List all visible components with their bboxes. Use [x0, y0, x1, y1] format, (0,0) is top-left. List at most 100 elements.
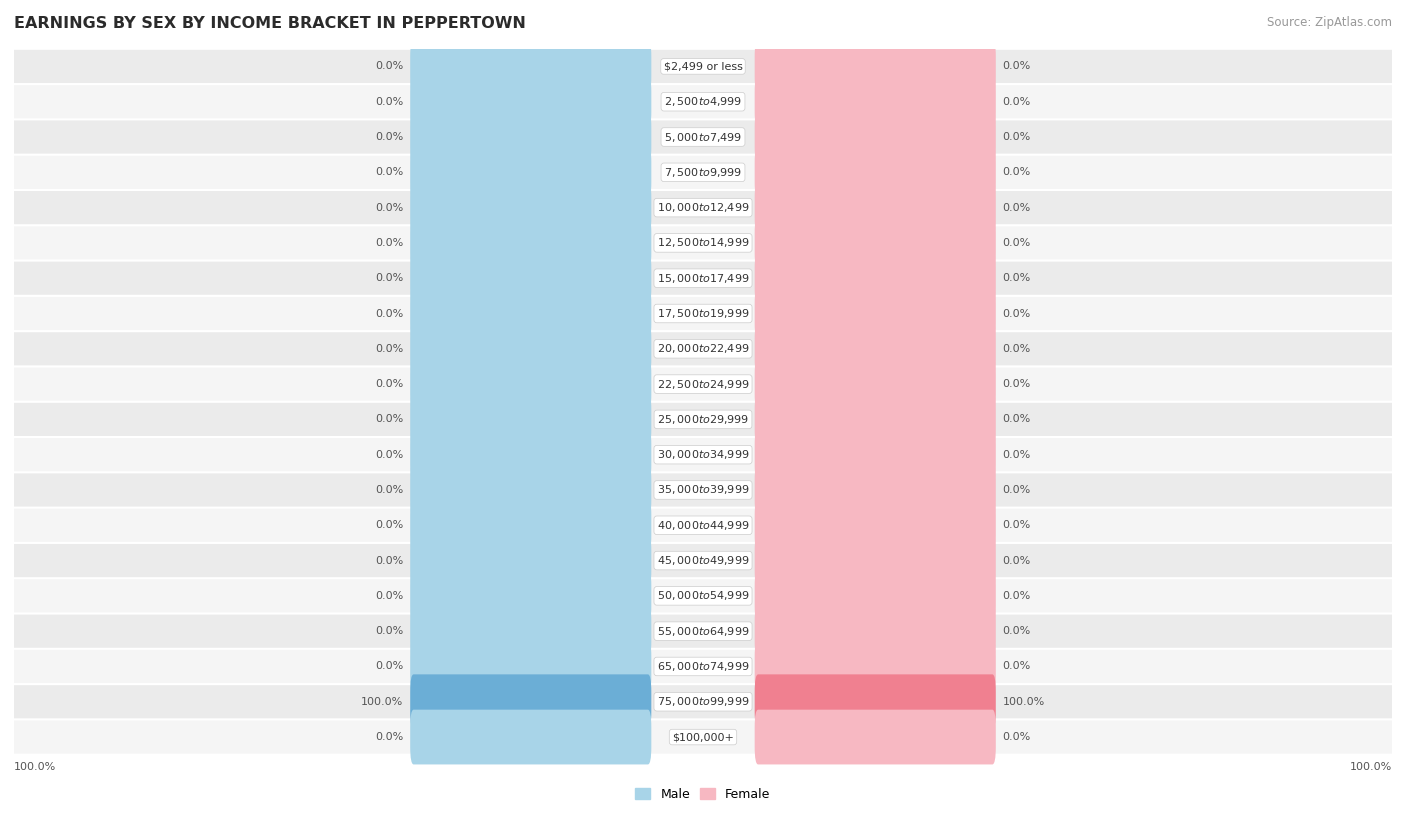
FancyBboxPatch shape: [755, 710, 995, 764]
Text: 0.0%: 0.0%: [375, 344, 404, 354]
FancyBboxPatch shape: [755, 463, 995, 517]
Text: 0.0%: 0.0%: [375, 450, 404, 459]
Text: $12,500 to $14,999: $12,500 to $14,999: [657, 237, 749, 250]
Text: 0.0%: 0.0%: [375, 62, 404, 72]
FancyBboxPatch shape: [755, 215, 995, 270]
Text: 0.0%: 0.0%: [1002, 202, 1031, 213]
Text: 0.0%: 0.0%: [375, 555, 404, 566]
Text: 0.0%: 0.0%: [1002, 732, 1031, 742]
FancyBboxPatch shape: [755, 428, 995, 482]
Text: 0.0%: 0.0%: [375, 626, 404, 636]
FancyBboxPatch shape: [14, 262, 1392, 295]
Text: 0.0%: 0.0%: [1002, 308, 1031, 319]
FancyBboxPatch shape: [755, 145, 995, 200]
FancyBboxPatch shape: [14, 402, 1392, 436]
FancyBboxPatch shape: [411, 568, 651, 624]
FancyBboxPatch shape: [755, 533, 995, 588]
Text: 0.0%: 0.0%: [1002, 485, 1031, 495]
FancyBboxPatch shape: [755, 357, 995, 411]
Text: $50,000 to $54,999: $50,000 to $54,999: [657, 589, 749, 602]
FancyBboxPatch shape: [755, 392, 995, 447]
Text: 0.0%: 0.0%: [375, 308, 404, 319]
Text: $2,500 to $4,999: $2,500 to $4,999: [664, 95, 742, 108]
FancyBboxPatch shape: [411, 145, 651, 200]
Text: 0.0%: 0.0%: [1002, 97, 1031, 107]
Text: $40,000 to $44,999: $40,000 to $44,999: [657, 519, 749, 532]
FancyBboxPatch shape: [411, 710, 651, 764]
Text: 0.0%: 0.0%: [375, 97, 404, 107]
FancyBboxPatch shape: [14, 50, 1392, 83]
Text: 0.0%: 0.0%: [1002, 379, 1031, 389]
Text: 0.0%: 0.0%: [375, 732, 404, 742]
FancyBboxPatch shape: [14, 156, 1392, 189]
Text: $25,000 to $29,999: $25,000 to $29,999: [657, 413, 749, 426]
FancyBboxPatch shape: [14, 85, 1392, 119]
FancyBboxPatch shape: [755, 568, 995, 624]
FancyBboxPatch shape: [411, 180, 651, 235]
Text: 0.0%: 0.0%: [1002, 626, 1031, 636]
FancyBboxPatch shape: [411, 39, 651, 93]
FancyBboxPatch shape: [755, 604, 995, 659]
Text: 0.0%: 0.0%: [375, 662, 404, 672]
Text: $65,000 to $74,999: $65,000 to $74,999: [657, 660, 749, 673]
FancyBboxPatch shape: [14, 333, 1392, 365]
Text: 100.0%: 100.0%: [361, 697, 404, 706]
Text: 0.0%: 0.0%: [375, 273, 404, 283]
Text: $35,000 to $39,999: $35,000 to $39,999: [657, 484, 749, 497]
Text: 0.0%: 0.0%: [1002, 450, 1031, 459]
Text: $15,000 to $17,499: $15,000 to $17,499: [657, 272, 749, 285]
Text: 0.0%: 0.0%: [1002, 344, 1031, 354]
Text: $45,000 to $49,999: $45,000 to $49,999: [657, 554, 749, 567]
FancyBboxPatch shape: [14, 650, 1392, 683]
Text: 0.0%: 0.0%: [1002, 415, 1031, 424]
Text: $10,000 to $12,499: $10,000 to $12,499: [657, 201, 749, 214]
Text: $5,000 to $7,499: $5,000 to $7,499: [664, 131, 742, 144]
Text: EARNINGS BY SEX BY INCOME BRACKET IN PEPPERTOWN: EARNINGS BY SEX BY INCOME BRACKET IN PEP…: [14, 16, 526, 31]
FancyBboxPatch shape: [14, 473, 1392, 506]
Text: $7,500 to $9,999: $7,500 to $9,999: [664, 166, 742, 179]
Text: Source: ZipAtlas.com: Source: ZipAtlas.com: [1267, 16, 1392, 29]
FancyBboxPatch shape: [411, 498, 651, 553]
FancyBboxPatch shape: [755, 674, 995, 729]
Text: $2,499 or less: $2,499 or less: [664, 62, 742, 72]
FancyBboxPatch shape: [14, 580, 1392, 612]
Text: 0.0%: 0.0%: [1002, 662, 1031, 672]
Text: $55,000 to $64,999: $55,000 to $64,999: [657, 624, 749, 637]
Text: $30,000 to $34,999: $30,000 to $34,999: [657, 448, 749, 461]
FancyBboxPatch shape: [411, 604, 651, 659]
FancyBboxPatch shape: [755, 498, 995, 553]
Text: $100,000+: $100,000+: [672, 732, 734, 742]
FancyBboxPatch shape: [14, 544, 1392, 577]
Legend: Male, Female: Male, Female: [630, 783, 776, 806]
Text: 0.0%: 0.0%: [375, 591, 404, 601]
Text: 0.0%: 0.0%: [1002, 62, 1031, 72]
Text: 0.0%: 0.0%: [375, 167, 404, 177]
FancyBboxPatch shape: [14, 509, 1392, 542]
Text: $20,000 to $22,499: $20,000 to $22,499: [657, 342, 749, 355]
Text: 0.0%: 0.0%: [1002, 520, 1031, 530]
Text: $17,500 to $19,999: $17,500 to $19,999: [657, 307, 749, 320]
Text: 0.0%: 0.0%: [1002, 273, 1031, 283]
FancyBboxPatch shape: [755, 286, 995, 341]
Text: 0.0%: 0.0%: [375, 202, 404, 213]
Text: 0.0%: 0.0%: [1002, 591, 1031, 601]
FancyBboxPatch shape: [411, 74, 651, 129]
Text: 0.0%: 0.0%: [375, 132, 404, 142]
FancyBboxPatch shape: [14, 297, 1392, 330]
Text: 0.0%: 0.0%: [375, 238, 404, 248]
FancyBboxPatch shape: [411, 674, 651, 729]
Text: 0.0%: 0.0%: [375, 485, 404, 495]
Text: $75,000 to $99,999: $75,000 to $99,999: [657, 695, 749, 708]
FancyBboxPatch shape: [755, 180, 995, 235]
Text: 0.0%: 0.0%: [1002, 132, 1031, 142]
FancyBboxPatch shape: [14, 615, 1392, 648]
FancyBboxPatch shape: [14, 191, 1392, 224]
FancyBboxPatch shape: [411, 463, 651, 517]
FancyBboxPatch shape: [755, 251, 995, 306]
Text: 0.0%: 0.0%: [1002, 167, 1031, 177]
Text: 0.0%: 0.0%: [1002, 555, 1031, 566]
FancyBboxPatch shape: [755, 74, 995, 129]
FancyBboxPatch shape: [411, 392, 651, 447]
FancyBboxPatch shape: [411, 533, 651, 588]
Text: 0.0%: 0.0%: [375, 379, 404, 389]
